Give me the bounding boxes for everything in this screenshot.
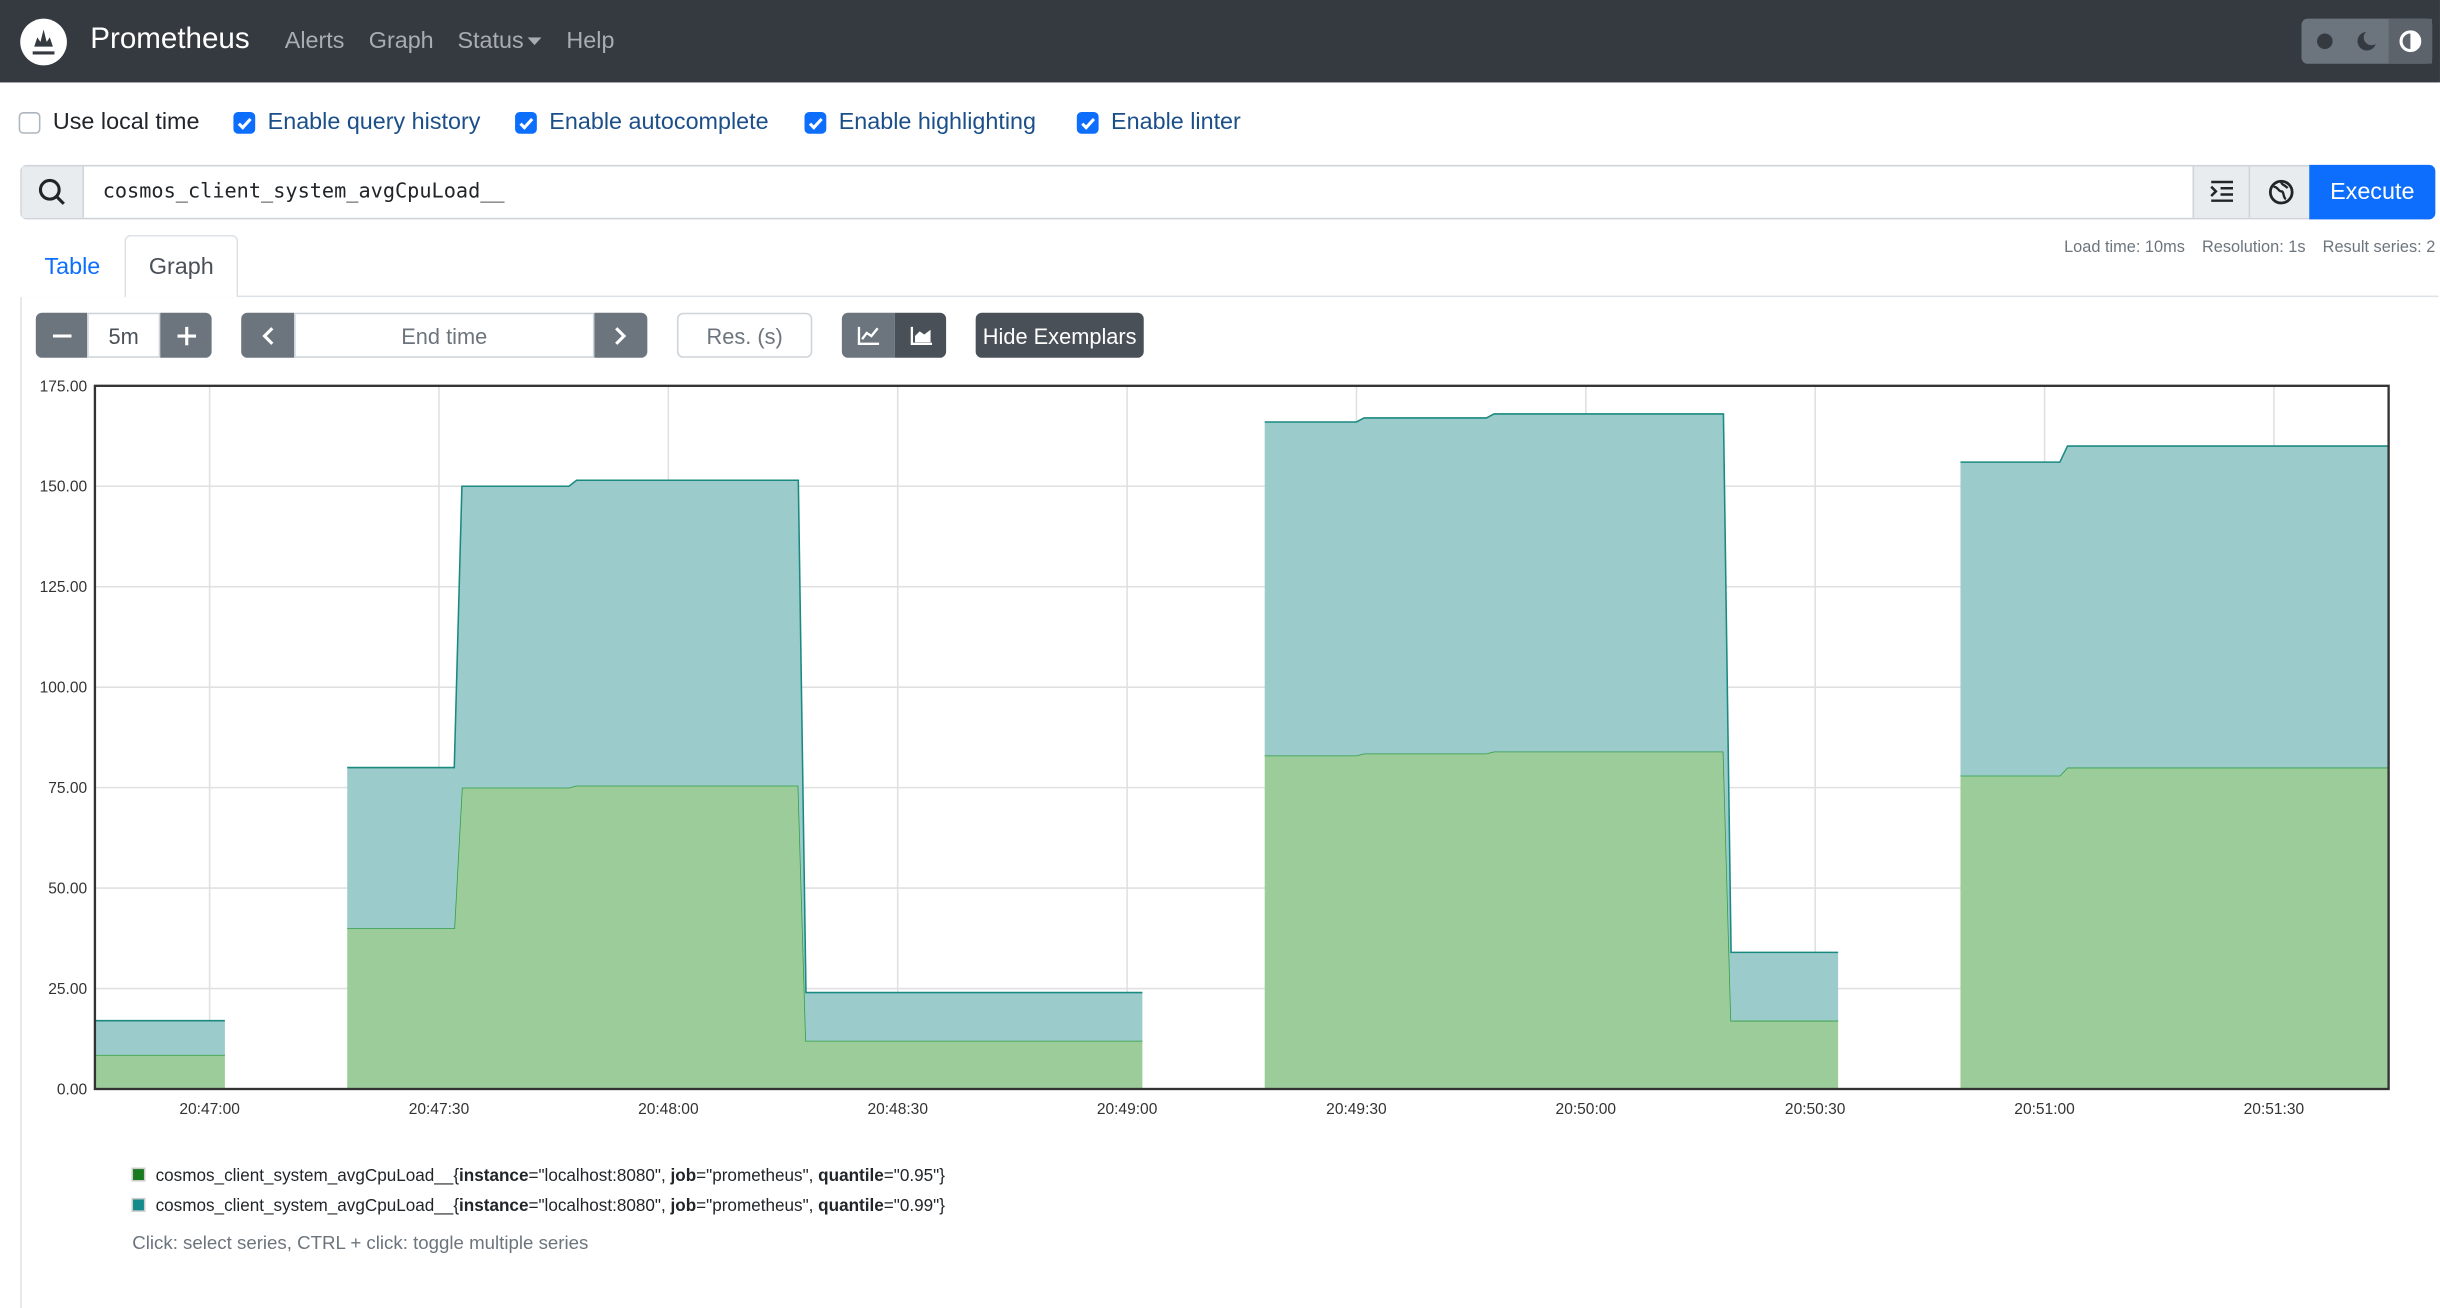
- nav-link[interactable]: Alerts: [284, 28, 345, 55]
- tab[interactable]: Graph: [124, 234, 239, 298]
- x-tick-label: 20:47:30: [409, 1101, 470, 1118]
- brand[interactable]: Prometheus: [90, 23, 250, 57]
- legend-swatch: [131, 1167, 146, 1182]
- y-tick-label: 150.00: [40, 479, 88, 496]
- stacked-chart-button[interactable]: [894, 312, 947, 358]
- metrics-explorer[interactable]: [2248, 166, 2313, 218]
- nav-link[interactable]: Status: [457, 28, 524, 55]
- y-tick-label: 0.00: [57, 1081, 88, 1098]
- y-tick-label: 50.00: [48, 881, 87, 898]
- option-label: Enable linter: [1111, 108, 1241, 136]
- theme-toggle[interactable]: [2301, 18, 2433, 64]
- option[interactable]: Use local time: [18, 108, 200, 136]
- y-tick-label: 25.00: [48, 981, 87, 998]
- x-tick-label: 20:48:00: [638, 1101, 699, 1118]
- end-time-input[interactable]: End time: [294, 312, 595, 358]
- option[interactable]: Enable highlighting: [804, 108, 1037, 136]
- y-tick-label: 75.00: [48, 780, 87, 797]
- y-tick-label: 100.00: [40, 680, 88, 697]
- checkbox[interactable]: [233, 111, 256, 134]
- stat: Load time: 10ms: [2064, 238, 2185, 257]
- stats: Load time: 10ms Resolution: 1s Result seri…: [2064, 238, 2435, 257]
- panel: [20, 295, 2439, 1308]
- area-line: [94, 750, 2389, 1056]
- chart: 0.00 25.00 50.00 75.00 100.00 125.00 150.00 175…: [40, 378, 2390, 1253]
- option[interactable]: Enable autocomplete: [515, 109, 769, 135]
- stat: Resolution: 1s: [2202, 238, 2306, 257]
- nav-link[interactable]: Graph: [368, 28, 434, 55]
- option[interactable]: Enable query history: [233, 109, 480, 135]
- option-label: Enable query history: [267, 108, 481, 136]
- plot-frame: [93, 384, 2390, 1091]
- query-bar: cosmos_client_system_avgCpuLoad__: [20, 164, 2436, 220]
- nav-link[interactable]: Help: [566, 28, 615, 55]
- stat: Result series: 2: [2322, 238, 2436, 257]
- x-tick-label: 20:50:30: [1785, 1101, 1846, 1118]
- x-tick-label: 20:49:30: [1326, 1101, 1387, 1118]
- x-tick-label: 20:51:30: [2244, 1101, 2305, 1118]
- x-tick-label: 20:47:00: [179, 1101, 240, 1118]
- legend-hint: Click: select series, CTRL + click: togg…: [132, 1232, 588, 1253]
- x-tick-label: 20:51:00: [2014, 1101, 2075, 1118]
- option[interactable]: Enable linter: [1076, 108, 1241, 136]
- tab[interactable]: Table: [20, 234, 125, 298]
- range-increase[interactable]: [160, 312, 212, 358]
- legend-swatch: [131, 1197, 146, 1212]
- end-time-back[interactable]: [241, 312, 295, 358]
- search-icon: [21, 166, 85, 218]
- checkbox[interactable]: [515, 111, 537, 134]
- logo: [20, 18, 67, 66]
- navbar: Prometheus Alerts Graph Status Help: [0, 0, 2440, 83]
- y-tick-label: 175.00: [40, 378, 88, 395]
- range-decrease[interactable]: [35, 312, 88, 358]
- caret: [527, 37, 542, 46]
- line-chart-button[interactable]: [841, 312, 895, 358]
- x-tick-label: 20:49:00: [1097, 1101, 1158, 1118]
- area: [94, 751, 2389, 1089]
- resolution-input[interactable]: Res. (s): [676, 312, 813, 358]
- area-line: [94, 413, 2389, 1022]
- range-input[interactable]: 5m: [87, 312, 161, 358]
- y-tick-label: 125.00: [40, 579, 88, 596]
- option-label: Enable highlighting: [838, 108, 1037, 136]
- checkbox[interactable]: [1076, 111, 1099, 134]
- query-input[interactable]: cosmos_client_system_avgCpuLoad__: [102, 180, 505, 204]
- exemplars-button[interactable]: Hide Exemplars: [975, 312, 1144, 358]
- option-label: Use local time: [52, 108, 200, 136]
- checkbox[interactable]: [18, 111, 41, 134]
- end-time-forward[interactable]: [594, 312, 648, 358]
- x-tick-label: 20:48:30: [867, 1101, 928, 1118]
- checkbox[interactable]: [804, 111, 827, 134]
- x-tick-label: 20:50:00: [1556, 1101, 1617, 1118]
- legend-entry: cosmos_client_system_avgCpuLoad__{instan…: [156, 1166, 946, 1185]
- option-label: Enable autocomplete: [549, 108, 769, 136]
- legend-entry: cosmos_client_system_avgCpuLoad__{instan…: [156, 1196, 946, 1215]
- format-button[interactable]: [2192, 166, 2251, 218]
- execute-button[interactable]: Execute: [2309, 164, 2436, 220]
- area: [94, 413, 2389, 1055]
- theme-icons: [2317, 18, 2433, 64]
